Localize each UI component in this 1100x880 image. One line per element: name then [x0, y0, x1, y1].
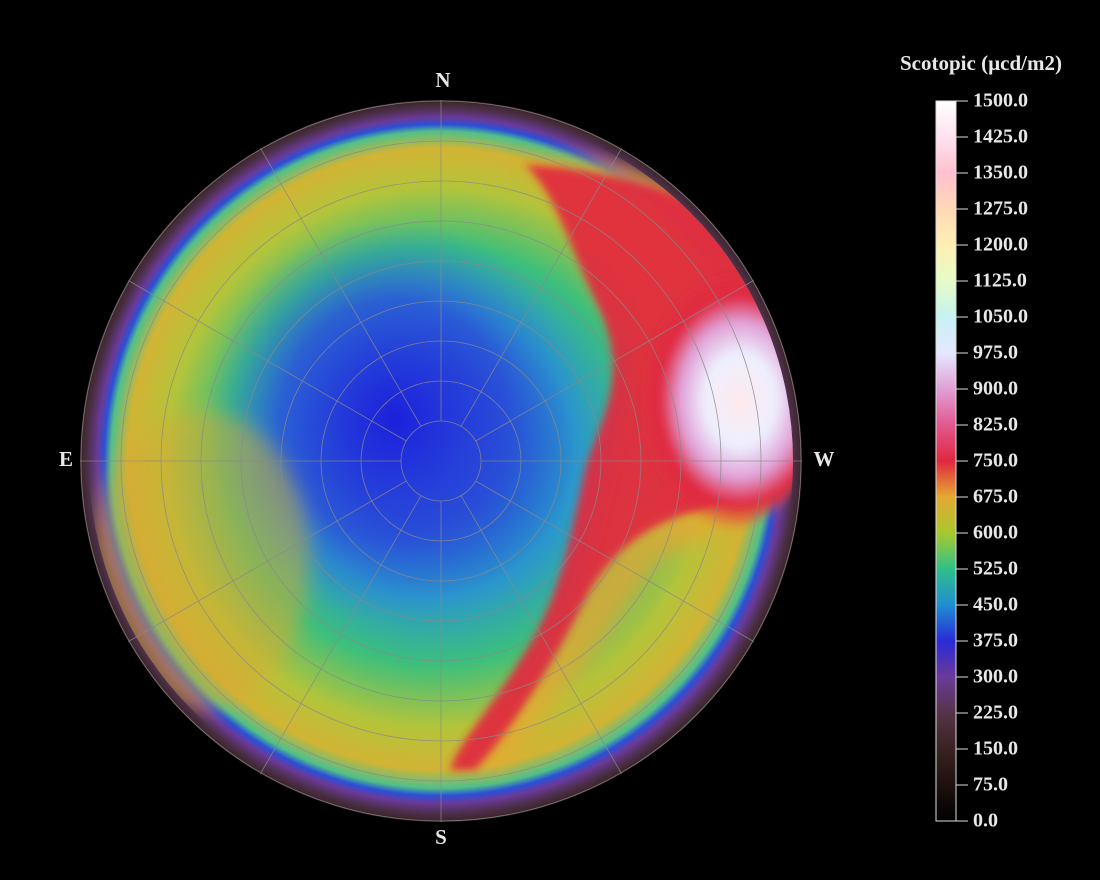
- grid-spoke: [260, 495, 422, 774]
- grid-spoke: [128, 280, 407, 442]
- colorbar-tick-label: 525.0: [973, 558, 1018, 580]
- grid-spoke: [260, 148, 422, 427]
- colorbar-tick-label: 1425.0: [973, 126, 1028, 148]
- colorbar-tick-label: 225.0: [973, 702, 1018, 724]
- sky-map: [80, 100, 802, 822]
- direction-label: W: [814, 447, 835, 471]
- grid: [80, 100, 802, 822]
- colorbar-tick-label: 150.0: [973, 738, 1018, 760]
- direction-label: E: [59, 447, 73, 471]
- colorbar-tick-label: 0.0: [973, 810, 998, 832]
- colorbar-tick-label: 975.0: [973, 342, 1018, 364]
- glow-zone: [90, 410, 310, 710]
- direction-label: S: [435, 825, 447, 849]
- grid-spoke: [460, 495, 622, 774]
- grid-spoke: [475, 280, 754, 442]
- colorbar-tick-label: 450.0: [973, 594, 1018, 616]
- grid-spoke: [460, 148, 622, 427]
- colorbar-tick-label: 675.0: [973, 486, 1018, 508]
- colorbar-tick-label: 300.0: [973, 666, 1018, 688]
- colorbar-tick-label: 375.0: [973, 630, 1018, 652]
- colorbar-tick-label: 825.0: [973, 414, 1018, 436]
- colorbar-tick-label: 75.0: [973, 774, 1008, 796]
- colorbar-tick-label: 1200.0: [973, 234, 1028, 256]
- colorbar-title: Scotopic (µcd/m2): [900, 51, 1062, 75]
- colorbar-tick-label: 750.0: [973, 450, 1018, 472]
- colorbar-tick-label: 900.0: [973, 378, 1018, 400]
- colorbar-tick-label: 1500.0: [973, 90, 1028, 112]
- direction-label: N: [435, 68, 450, 92]
- colorbar-tick-label: 600.0: [973, 522, 1018, 544]
- grid-spoke: [475, 480, 754, 642]
- colorbar-tick-label: 1275.0: [973, 198, 1028, 220]
- colorbar: [935, 100, 957, 822]
- colorbar-tick-label: 1050.0: [973, 306, 1028, 328]
- colorbar-tick-label: 1125.0: [973, 270, 1027, 292]
- colorbar-tick-label: 1350.0: [973, 162, 1028, 184]
- grid-spoke: [128, 480, 407, 642]
